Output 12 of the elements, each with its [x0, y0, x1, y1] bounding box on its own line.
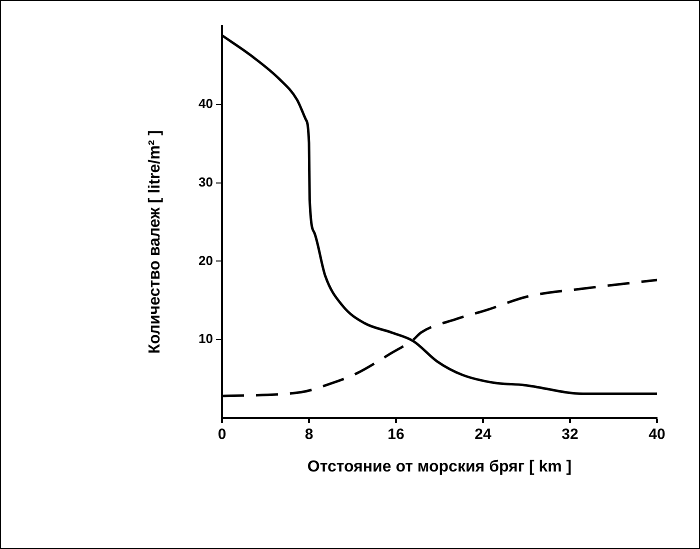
y-tick-label: 40 [198, 96, 213, 111]
y-tick-label: 30 [198, 174, 213, 190]
y-tick-label: 20 [198, 252, 213, 268]
x-axis-title: Отстояние от морския бряг [ km ] [307, 458, 572, 476]
x-tick-label: 16 [388, 426, 404, 444]
y-axis-title: Количество валеж [ litre/m² ] [146, 130, 164, 354]
x-tick-label: 24 [474, 426, 492, 444]
x-tick-label: 0 [218, 426, 226, 444]
x-tick-label: 40 [648, 426, 666, 444]
x-tick-label: 8 [304, 426, 314, 444]
y-tick-label: 10 [198, 331, 213, 346]
x-tick-label: 32 [562, 426, 578, 444]
